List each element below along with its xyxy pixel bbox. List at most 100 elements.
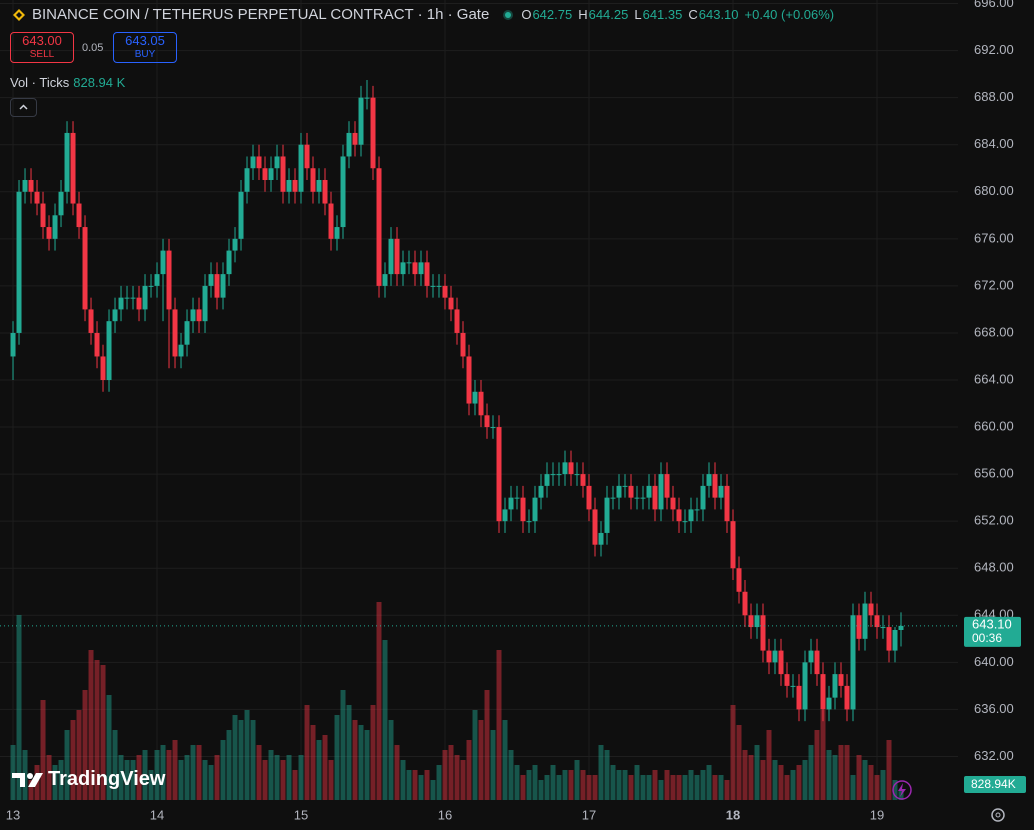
volume-bar <box>892 780 898 800</box>
volume-bar <box>646 775 652 800</box>
candle-body <box>772 650 778 663</box>
collapse-button[interactable] <box>10 98 37 117</box>
volume-bar <box>490 730 496 800</box>
volume-bar <box>52 765 58 800</box>
volume-bar <box>724 780 730 800</box>
candle-body <box>466 356 472 404</box>
volume-bar <box>622 770 628 800</box>
volume-bar <box>352 720 358 800</box>
volume-bar <box>820 710 826 800</box>
lightning-icon[interactable] <box>892 780 912 800</box>
candle-body <box>424 262 430 286</box>
candle-body <box>250 156 256 169</box>
volume-bar <box>568 770 574 800</box>
volume-value: 828.94 K <box>73 75 126 90</box>
candle-body <box>196 309 202 322</box>
volume-bar <box>442 750 448 800</box>
candle-body <box>130 297 136 299</box>
volume-bar <box>154 750 160 800</box>
candle-body <box>898 625 904 630</box>
volume-bar <box>310 725 316 800</box>
candle-body <box>628 485 634 498</box>
candle-body <box>442 285 448 298</box>
candle-body <box>184 321 190 345</box>
volume-legend: Vol · Ticks 828.94 K <box>10 75 125 90</box>
volume-bar <box>472 710 478 800</box>
sell-button[interactable]: 643.00 SELL <box>10 32 74 63</box>
candle-body <box>286 180 292 192</box>
x-tick-label: 14 <box>150 807 164 822</box>
candle-body <box>790 685 796 687</box>
candle-body <box>376 168 382 286</box>
volume-bar <box>784 775 790 800</box>
volume-bar <box>580 770 586 800</box>
candle-body <box>880 627 886 629</box>
candle-body <box>562 462 568 475</box>
candle-body <box>688 509 694 522</box>
candle-body <box>88 309 94 333</box>
candle-body <box>820 674 826 710</box>
volume-bar <box>706 765 712 800</box>
volume-bar <box>316 740 322 800</box>
candle-body <box>436 285 442 287</box>
candle-body <box>208 274 214 286</box>
volume-bar <box>436 765 442 800</box>
candle-body <box>70 132 76 204</box>
candle-body <box>862 603 868 639</box>
volume-bar <box>538 780 544 800</box>
volume-bar <box>406 770 412 800</box>
volume-bar <box>652 770 658 800</box>
exchange-logo <box>13 8 25 21</box>
candle-body <box>148 285 154 287</box>
volume-bar <box>742 750 748 800</box>
volume-bar <box>292 770 298 800</box>
candle-body <box>226 250 232 275</box>
volume-bar <box>22 750 28 800</box>
volume-bar <box>556 775 562 800</box>
volume-bar <box>208 765 214 800</box>
last-price-label: 643.10 <box>972 616 1012 631</box>
volume-bar <box>478 720 484 800</box>
candle-body <box>328 203 334 239</box>
candle-body <box>172 309 178 357</box>
candle-body <box>712 474 718 498</box>
volume-bar <box>730 705 736 800</box>
volume-bar <box>394 745 400 800</box>
buy-label: BUY <box>134 48 156 60</box>
volume-bar <box>838 745 844 800</box>
volume-bar <box>760 760 766 800</box>
y-tick-label: 668.00 <box>974 324 1014 339</box>
volume-bar <box>778 765 784 800</box>
ohlc-key: C <box>688 7 698 22</box>
candle-body <box>574 474 580 476</box>
volume-bar <box>82 690 88 800</box>
spread: 0.05 <box>82 42 104 54</box>
candle-body <box>28 180 34 192</box>
candle-body <box>490 427 496 429</box>
volume-bar <box>502 720 508 800</box>
candle-body <box>832 674 838 698</box>
y-tick-label: 680.00 <box>974 183 1014 198</box>
candle-body <box>238 191 244 239</box>
volume-bar <box>160 745 166 800</box>
volume-bar <box>400 760 406 800</box>
candle-body <box>592 509 598 545</box>
candle-body <box>40 203 46 228</box>
volume-bar <box>454 755 460 800</box>
candle-body <box>484 415 490 428</box>
candle-body <box>694 509 700 511</box>
volume-bar <box>412 770 418 800</box>
brand-name: TradingView <box>48 768 166 790</box>
candle-body <box>358 97 364 145</box>
candle-body <box>166 250 172 310</box>
buy-button[interactable]: 643.05 BUY <box>113 32 177 63</box>
volume-bar <box>184 755 190 800</box>
volume-bar <box>130 760 136 800</box>
sell-label: SELL <box>29 48 55 60</box>
volume-bar <box>526 770 532 800</box>
settings-icon[interactable] <box>991 808 1005 822</box>
candle-body <box>850 615 856 710</box>
candle-body <box>100 356 106 380</box>
volume-bar <box>244 710 250 800</box>
candle-body <box>448 297 454 310</box>
